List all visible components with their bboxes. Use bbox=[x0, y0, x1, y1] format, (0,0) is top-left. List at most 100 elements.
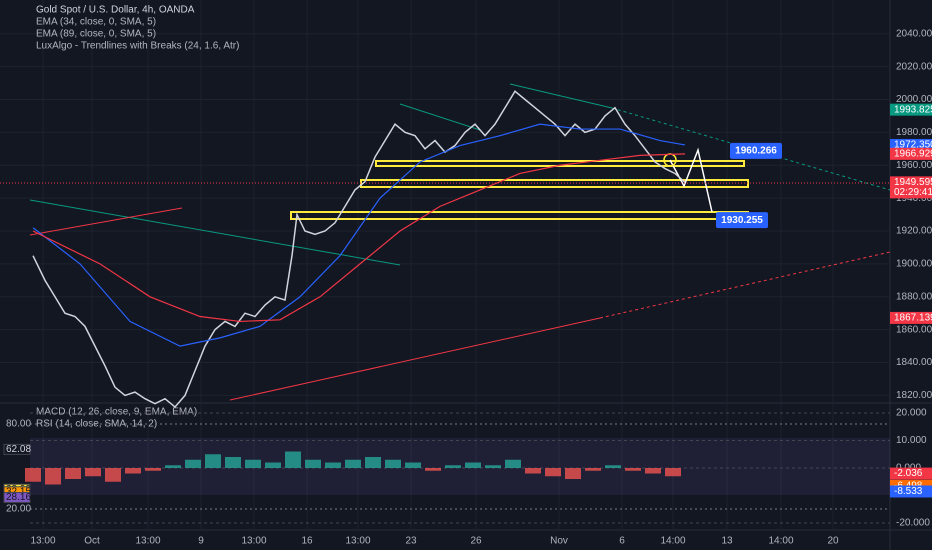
histogram-bar bbox=[145, 468, 161, 471]
x-tick-label: 23 bbox=[405, 536, 417, 547]
histogram-bar bbox=[345, 459, 361, 468]
study: EMA (89, close, 0, SMA, 5) bbox=[36, 29, 156, 40]
value-tag bbox=[890, 485, 932, 498]
y-tick-label: -20.000 bbox=[896, 518, 930, 529]
price-tag-label: 1972.350 bbox=[894, 140, 932, 151]
trendline bbox=[599, 251, 891, 319]
value-tag bbox=[3, 443, 31, 455]
y-tick-label: 2000.00 bbox=[896, 94, 932, 105]
annotation bbox=[730, 142, 782, 159]
histogram-bar bbox=[585, 468, 601, 471]
histogram-bar bbox=[165, 465, 181, 468]
x-tick-label: 13:00 bbox=[241, 536, 266, 547]
histogram-bar bbox=[505, 459, 521, 468]
price-tag bbox=[890, 103, 932, 116]
histogram-bar bbox=[205, 454, 221, 468]
study: LuxAlgo - Trendlines with Breaks (24, 1.… bbox=[36, 41, 239, 52]
x-tick-label: 20 bbox=[827, 536, 839, 547]
y-tick-label: 10.000 bbox=[896, 435, 927, 446]
value-tag-label: -8.533 bbox=[894, 486, 923, 497]
y-tick-label: 1820.00 bbox=[896, 390, 932, 401]
study: EMA (34, close, 0, SMA, 5) bbox=[36, 17, 156, 28]
histogram-bar bbox=[385, 459, 401, 468]
histogram-bar bbox=[525, 468, 541, 474]
histogram-bar bbox=[405, 462, 421, 468]
y-tick-label: 1960.00 bbox=[896, 160, 932, 171]
price-series bbox=[32, 90, 686, 408]
x-tick-label: 13 bbox=[721, 536, 733, 547]
price-tag-label: 1867.139 bbox=[894, 313, 932, 324]
histogram-bar bbox=[125, 468, 141, 474]
price-tag-label: 1993.825 bbox=[894, 104, 932, 115]
x-tick-label: 16 bbox=[301, 536, 313, 547]
histogram-bar bbox=[305, 459, 321, 468]
price-tag bbox=[890, 176, 932, 199]
histogram-bar bbox=[365, 457, 381, 468]
value-tag-label: -2.036 bbox=[894, 468, 923, 479]
trendline bbox=[399, 103, 481, 131]
price-tag bbox=[890, 147, 932, 160]
x-tick-label: 6 bbox=[619, 536, 625, 547]
histogram-bar bbox=[25, 468, 41, 482]
x-tick-label: 14:00 bbox=[768, 536, 793, 547]
histogram-bar bbox=[65, 468, 81, 479]
x-tick-label: 26 bbox=[470, 536, 482, 547]
y-tick-label: 1900.00 bbox=[896, 259, 932, 270]
annotation-label: 1930.255 bbox=[721, 215, 763, 226]
histogram-bar bbox=[425, 468, 441, 471]
price-tag-label: 1966.929 bbox=[894, 149, 932, 160]
trendline bbox=[509, 83, 613, 109]
x-tick-label: Oct bbox=[84, 536, 100, 547]
y-tick-label: 2040.00 bbox=[896, 28, 932, 39]
value-tag-label: 62.08 bbox=[6, 444, 31, 455]
histogram-bar bbox=[105, 468, 121, 482]
trendline bbox=[229, 317, 601, 401]
y-tick-label: 20.00 bbox=[6, 504, 31, 515]
histogram-bar bbox=[465, 462, 481, 468]
histogram-bar bbox=[625, 468, 641, 471]
value-tag bbox=[3, 491, 31, 503]
histogram-bar bbox=[445, 465, 461, 468]
histogram-bar bbox=[245, 459, 261, 468]
y-tick-label: 1880.00 bbox=[896, 291, 932, 302]
y-tick-label: 1980.00 bbox=[896, 127, 932, 138]
trendline bbox=[29, 199, 401, 266]
countdown: 02:29:41 bbox=[894, 187, 932, 198]
price-tag bbox=[890, 311, 932, 324]
x-tick-label: 9 bbox=[198, 536, 204, 547]
y-tick-label: 1840.00 bbox=[896, 357, 932, 368]
value-tag-label: 32.15 bbox=[6, 486, 31, 497]
histogram-bar bbox=[265, 462, 281, 468]
histogram-bar bbox=[285, 451, 301, 468]
value-tag-label: 28.16 bbox=[6, 492, 31, 503]
y-tick-label: 1920.00 bbox=[896, 226, 932, 237]
y-tick-label: 20.000 bbox=[896, 408, 927, 419]
x-tick-label: 13:00 bbox=[30, 536, 55, 547]
y-tick-label: 80.00 bbox=[6, 419, 31, 430]
x-tick-label: 13:00 bbox=[135, 536, 160, 547]
y-tick-label: 1860.00 bbox=[896, 324, 932, 335]
projection bbox=[669, 147, 713, 213]
histogram-bar bbox=[565, 468, 581, 479]
histogram-bar bbox=[225, 457, 241, 468]
annotation-label: 1960.266 bbox=[735, 145, 777, 156]
price-series bbox=[32, 123, 686, 347]
histogram-bar bbox=[665, 468, 681, 477]
annotation bbox=[716, 212, 768, 229]
price-tag-label: 1949.595 bbox=[894, 177, 932, 188]
symbol: Gold Spot / U.S. Dollar, 4h, OANDA bbox=[36, 5, 195, 16]
histogram-bar bbox=[485, 465, 501, 468]
histogram-bar bbox=[325, 462, 341, 468]
histogram-bar bbox=[45, 468, 61, 485]
study: MACD (12, 26, close, 9, EMA, EMA) bbox=[36, 407, 197, 418]
histogram-bar bbox=[85, 468, 101, 477]
x-tick-label: 13:00 bbox=[345, 536, 370, 547]
histogram-bar bbox=[545, 468, 561, 477]
x-tick-label: Nov bbox=[550, 536, 568, 547]
trendline bbox=[29, 207, 183, 236]
zone bbox=[375, 160, 745, 167]
histogram-bar bbox=[185, 459, 201, 468]
price-series bbox=[32, 153, 686, 323]
